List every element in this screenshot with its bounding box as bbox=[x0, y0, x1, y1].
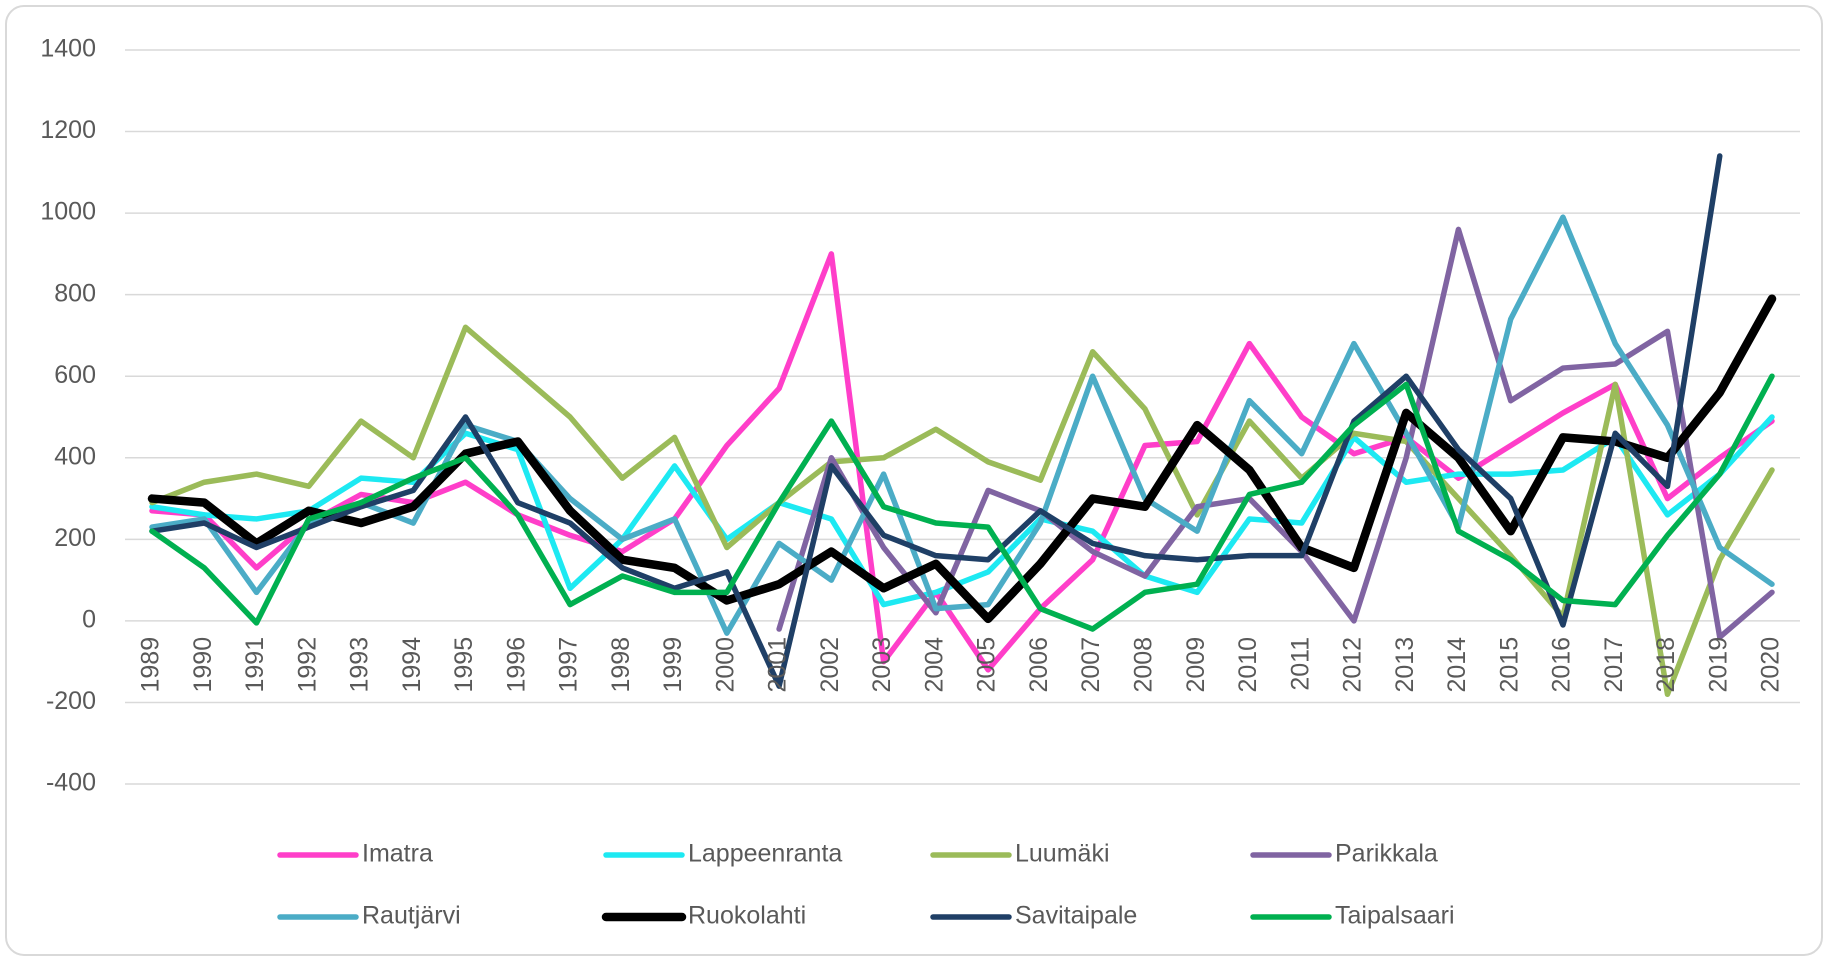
y-tick-label: 1400 bbox=[40, 35, 96, 63]
chart-border bbox=[5, 5, 1823, 956]
x-tick-label: 2002 bbox=[816, 637, 844, 693]
y-tick-label: 1000 bbox=[40, 198, 96, 226]
x-tick-label: 1991 bbox=[241, 637, 269, 693]
legend-label: Luumäki bbox=[1015, 840, 1110, 868]
x-tick-label: 2004 bbox=[920, 637, 948, 693]
x-tick-label: 1995 bbox=[450, 637, 478, 693]
x-tick-label: 1998 bbox=[607, 637, 635, 693]
y-tick-label: -400 bbox=[46, 769, 96, 797]
legend-label: Imatra bbox=[362, 840, 433, 868]
x-tick-label: 2011 bbox=[1286, 637, 1314, 691]
x-tick-label: 1990 bbox=[189, 637, 217, 693]
x-tick-label: 2013 bbox=[1391, 637, 1419, 693]
x-tick-label: 2007 bbox=[1077, 637, 1105, 693]
y-tick-label: 200 bbox=[54, 524, 96, 552]
x-tick-label: 2019 bbox=[1704, 637, 1732, 693]
y-tick-label: 600 bbox=[54, 361, 96, 389]
y-tick-label: 400 bbox=[54, 442, 96, 470]
x-tick-label: 2016 bbox=[1548, 637, 1576, 693]
legend-label: Parikkala bbox=[1335, 840, 1438, 868]
x-tick-label: 2010 bbox=[1234, 637, 1262, 693]
series-line bbox=[149, 153, 1723, 689]
x-tick-label: 1996 bbox=[502, 637, 530, 693]
x-tick-label: 2001 bbox=[764, 637, 792, 693]
x-tick-label: 1999 bbox=[659, 637, 687, 693]
series-line bbox=[149, 324, 1775, 698]
x-tick-label: 2005 bbox=[973, 637, 1001, 693]
x-tick-label: 1989 bbox=[137, 637, 165, 693]
x-tick-label: 2015 bbox=[1495, 637, 1523, 693]
x-tick-label: 1994 bbox=[398, 637, 426, 693]
y-tick-label: 0 bbox=[82, 605, 96, 633]
x-tick-label: 2003 bbox=[868, 637, 896, 693]
lines bbox=[147, 153, 1777, 698]
x-tick-label: 2006 bbox=[1025, 637, 1053, 693]
x-tick-label: 2014 bbox=[1443, 637, 1471, 693]
x-tick-label: 2020 bbox=[1757, 637, 1785, 693]
legend-label: Savitaipale bbox=[1015, 902, 1137, 930]
y-tick-label: 800 bbox=[54, 279, 96, 307]
x-tick-label: 2012 bbox=[1339, 637, 1367, 693]
y-tick-label: 1200 bbox=[40, 116, 96, 144]
x-tick-label: 1992 bbox=[293, 637, 321, 693]
series-line bbox=[147, 294, 1777, 624]
y-tick-label: -200 bbox=[46, 687, 96, 715]
legend-label: Ruokolahti bbox=[688, 902, 806, 930]
x-tick-label: 1997 bbox=[555, 637, 583, 693]
legend-label: Lappeenranta bbox=[688, 840, 842, 868]
x-tick-label: 2009 bbox=[1182, 637, 1210, 693]
series-line bbox=[149, 214, 1775, 636]
x-tick-label: 2017 bbox=[1600, 637, 1628, 693]
x-tick-label: 2008 bbox=[1130, 637, 1158, 693]
legend-label: Taipalsaari bbox=[1335, 902, 1455, 930]
x-tick-label: 1993 bbox=[346, 637, 374, 693]
series-line bbox=[776, 226, 1775, 640]
x-tick-label: 2018 bbox=[1652, 637, 1680, 693]
legend-label: Rautjärvi bbox=[362, 902, 461, 930]
series-line bbox=[149, 373, 1775, 632]
x-tick-label: 2000 bbox=[711, 637, 739, 693]
